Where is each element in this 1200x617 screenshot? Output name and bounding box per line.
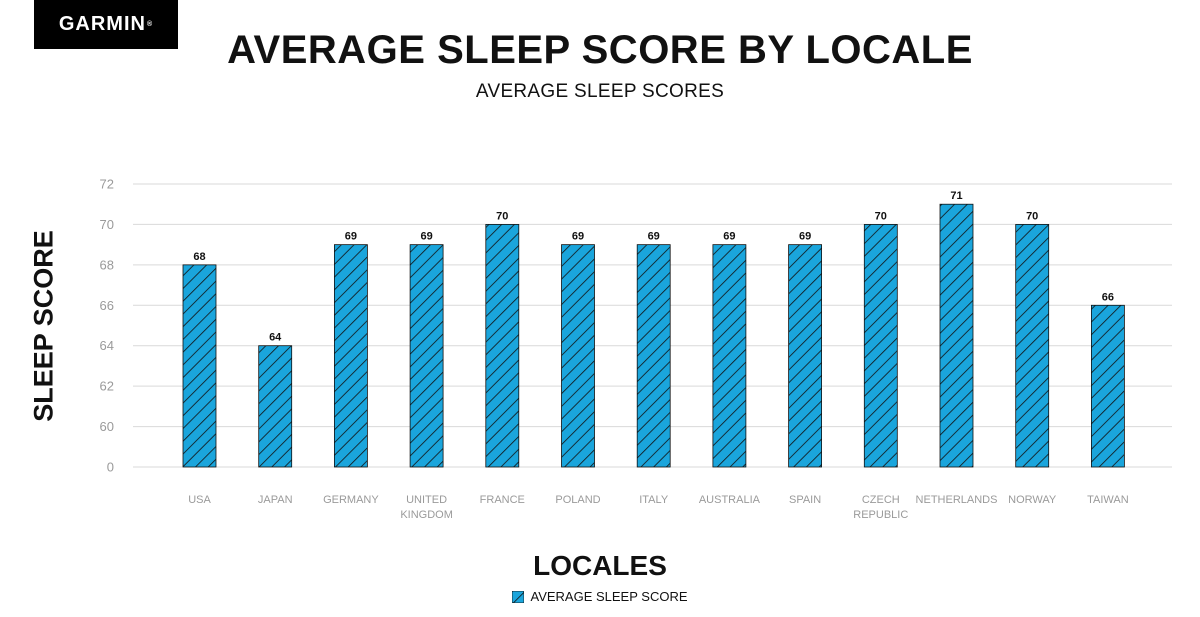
legend-swatch [512,590,525,603]
bar [258,345,293,468]
data-label: 68 [193,251,205,263]
x-tick-label: POLAND [555,494,600,506]
chart-title: AVERAGE SLEEP SCORE BY LOCALE [227,28,973,72]
x-tick-label: JAPAN [258,494,293,506]
x-tick-label: GERMANY [323,494,379,506]
bar [485,224,520,468]
x-tick-label: FRANCE [480,494,525,506]
x-tick-label: AUSTRALIA [699,494,761,506]
bar [1015,224,1050,468]
bar [939,203,974,468]
x-tick-label: NETHERLANDS [916,494,998,506]
y-tick-label: 62 [100,379,114,394]
bar [1091,304,1125,468]
data-label: 70 [1026,210,1038,222]
data-label: 70 [875,210,887,222]
category-labels: USA JAPAN GERMANY UNITED KINGDOM FRANCE POLAND… [188,494,1129,521]
data-label: 66 [1102,291,1114,303]
bars [182,203,1125,468]
y-tick-label: 0 [107,460,114,475]
y-tick-label: 64 [100,338,114,353]
data-label: 71 [950,190,962,202]
bar [182,264,217,468]
y-axis-ticks: 0 60 62 64 66 68 70 72 [100,177,114,475]
x-tick-label: USA [188,494,211,506]
x-tick-label: SPAIN [789,494,821,506]
x-tick-label: CZECH [862,494,900,506]
bar [788,244,822,468]
data-label: 69 [723,231,735,243]
data-label: 64 [269,332,282,344]
x-tick-label: UNITED [406,494,447,506]
y-tick-label: 68 [100,257,114,272]
y-tick-label: 66 [100,298,114,313]
data-label: 69 [648,231,660,243]
x-axis-label: LOCALES [533,550,667,581]
bar [712,244,747,468]
legend: AVERAGE SLEEP SCORE [0,589,1200,604]
data-label: 69 [799,231,811,243]
bar [561,244,595,468]
x-tick-label: TAIWAN [1087,494,1129,506]
y-tick-label: 72 [100,177,114,192]
data-label: 69 [345,231,357,243]
data-labels: 68 64 69 69 70 69 69 69 69 70 71 70 66 [193,190,1114,344]
legend-label: AVERAGE SLEEP SCORE [530,589,688,604]
data-label: 70 [496,210,508,222]
bar [636,244,671,468]
logo-text: GARMIN [58,13,146,35]
data-label: 69 [420,231,432,243]
x-tick-label: NORWAY [1008,494,1057,506]
bar [333,244,368,468]
x-tick-label: REPUBLIC [853,509,908,521]
y-tick-label: 70 [100,217,114,232]
x-tick-label: ITALY [639,494,669,506]
x-tick-label: KINGDOM [400,509,453,521]
registered-mark: ® [146,21,154,28]
chart-subtitle: AVERAGE SLEEP SCORES [475,81,725,102]
bar [409,244,444,468]
bar [863,224,898,468]
data-label: 69 [572,231,584,243]
garmin-logo: GARMIN ® [34,0,178,49]
y-tick-label: 60 [100,419,114,434]
